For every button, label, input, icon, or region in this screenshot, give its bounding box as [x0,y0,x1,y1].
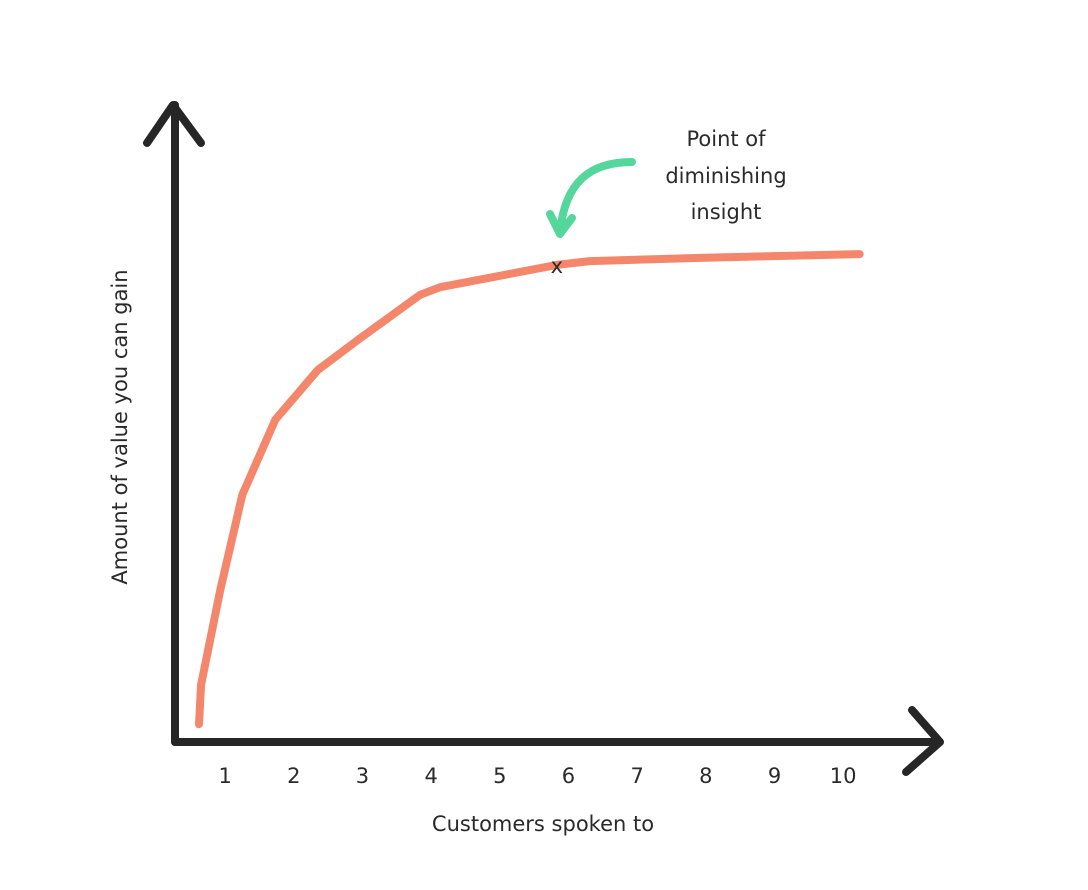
x-tick-label: 10 [830,764,857,788]
x-tick-label: 4 [424,764,437,788]
annotation-arrow [546,158,636,238]
y-axis [143,101,205,746]
axes [143,101,944,776]
x-tick-label: 1 [218,764,231,788]
x-tick-label: 8 [699,764,712,788]
x-axis-label: Customers spoken to [432,812,654,836]
x-tick-label: 7 [630,764,643,788]
x-tick-label: 3 [356,764,369,788]
annotation: Point of [686,127,766,151]
x-tick-label: 6 [562,764,575,788]
annotation: insight [691,200,762,224]
line [195,250,864,729]
annotation: diminishing [665,164,786,188]
point-marker: x [551,254,563,278]
y-axis-label: Amount of value you can gain [108,269,132,584]
x-tick-label: 2 [287,764,300,788]
x-tick-label: 5 [493,764,506,788]
x-tick-label: 9 [768,764,781,788]
x-axis [171,706,944,776]
